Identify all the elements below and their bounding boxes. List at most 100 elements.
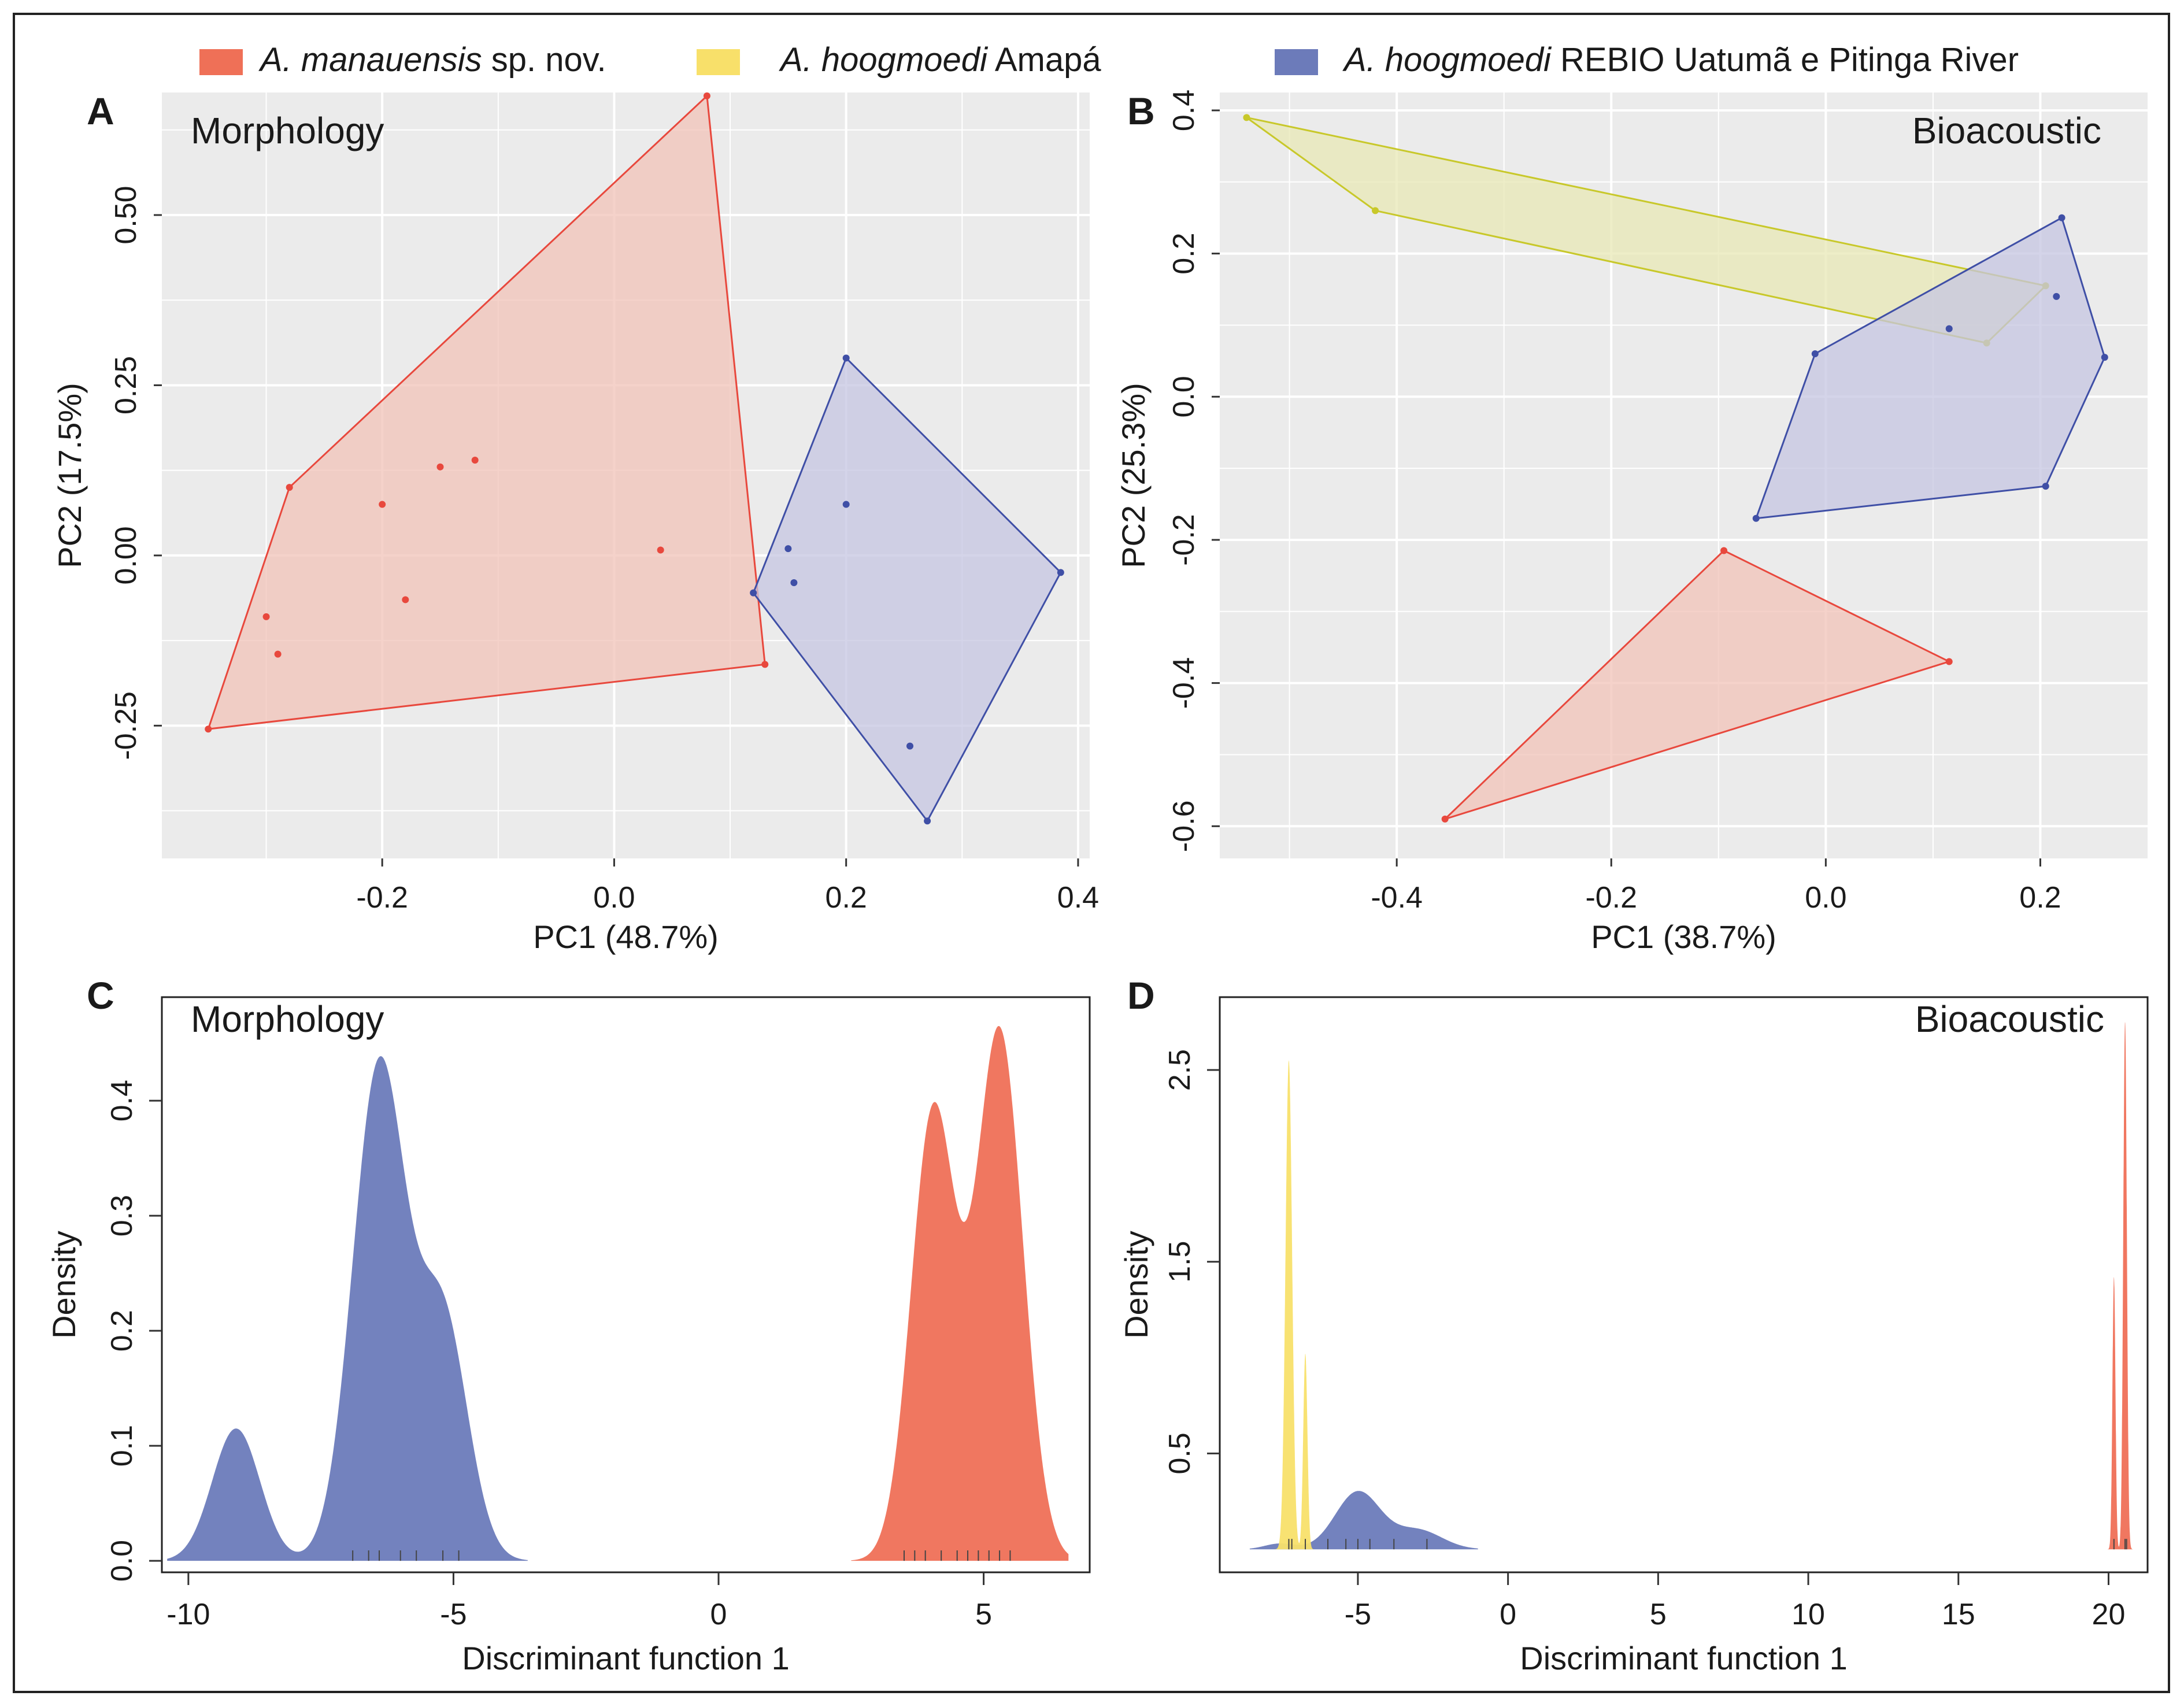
- point-red: [379, 501, 386, 508]
- chart-d-ylabel: Density: [1118, 1231, 1154, 1339]
- chart-c-morphology-density: -10 -5 0 5 0.0 0.1 0.2 0.3 0.4 Morphology Discri…: [46, 996, 1091, 1676]
- x-tick-label: -5: [440, 1598, 467, 1631]
- y-tick-label: 0.5: [1163, 1432, 1197, 1474]
- chart-d-title: Bioacoustic: [1915, 998, 2104, 1040]
- panel-letter-c: C: [87, 974, 114, 1017]
- legend-label-yellow: A. hoogmoedi Amapá: [779, 41, 1101, 79]
- panel-letter-d: D: [1127, 974, 1155, 1017]
- point-red: [274, 650, 282, 658]
- point-red: [262, 613, 270, 620]
- point-yellow: [1372, 207, 1379, 214]
- y-tick-label: 0.3: [105, 1195, 139, 1236]
- chart-a-title: Morphology: [191, 110, 384, 151]
- x-tick-label: 0.2: [826, 881, 867, 914]
- point-blue: [1057, 569, 1064, 576]
- point-red: [402, 596, 409, 603]
- y-tick-label: 0.50: [109, 186, 143, 244]
- y-tick-label: 0.0: [1167, 376, 1201, 417]
- chart-c-marks: [167, 1026, 1069, 1561]
- density-red: [851, 1026, 1069, 1561]
- y-tick-label: 2.5: [1163, 1049, 1197, 1091]
- legend-label-red: A. manauensis sp. nov.: [258, 41, 606, 79]
- point-blue: [906, 742, 914, 750]
- point-red: [761, 661, 769, 668]
- point-blue: [1811, 350, 1819, 357]
- chart-d-ticks: -5 0 5 10 15 20 0.5 1.5 2.5: [1163, 1049, 2125, 1631]
- y-tick-label: 0.1: [105, 1425, 139, 1467]
- y-tick-label: 0.2: [105, 1310, 139, 1351]
- chart-b-ylabel: PC2 (25.3%): [1115, 383, 1152, 568]
- panel-letter-b: B: [1127, 90, 1155, 132]
- point-blue: [784, 545, 792, 553]
- x-tick-label: -0.2: [1585, 881, 1637, 914]
- point-blue: [750, 589, 757, 597]
- y-tick-label: 0.4: [105, 1080, 139, 1121]
- density-red: [2105, 1022, 2136, 1550]
- x-tick-label: 0.0: [593, 881, 635, 914]
- legend: A. manauensis sp. nov. A. hoogmoedi Amap…: [199, 41, 2019, 79]
- y-tick-label: 0.00: [109, 526, 143, 584]
- x-tick-label: -0.4: [1371, 881, 1423, 914]
- chart-c-title: Morphology: [191, 998, 384, 1040]
- chart-a-ticks: -0.2 0.0 0.2 0.4 -0.25 0.00 0.25 0.50: [109, 186, 1099, 914]
- point-blue: [790, 579, 798, 586]
- x-tick-label: 0: [1500, 1598, 1516, 1631]
- x-tick-label: 0: [710, 1598, 727, 1631]
- chart-d-plot-area: [1219, 996, 2149, 1573]
- legend-label-blue: A. hoogmoedi REBIO Uatumã e Pitinga Rive…: [1342, 41, 2019, 79]
- point-red: [1441, 815, 1449, 823]
- chart-b-ticks: -0.4 -0.2 0.0 0.2 -0.6 -0.4 -0.2 0.0 0.2 0.4: [1167, 90, 2061, 914]
- y-tick-label: -0.4: [1167, 657, 1201, 709]
- x-tick-label: 15: [1942, 1598, 1975, 1631]
- point-red: [205, 725, 212, 733]
- y-tick-label: -0.25: [109, 691, 143, 760]
- hull-blue: [1754, 216, 2106, 520]
- y-tick-label: 0.4: [1167, 90, 1201, 131]
- x-tick-label: 20: [2092, 1598, 2126, 1631]
- point-blue: [2053, 292, 2060, 300]
- y-tick-label: 0.2: [1167, 232, 1201, 274]
- figure-frame: [13, 13, 2170, 1693]
- point-red: [1720, 547, 1728, 554]
- point-blue: [842, 354, 850, 362]
- x-tick-label: -5: [1345, 1598, 1371, 1631]
- legend-swatch-blue: [1275, 49, 1318, 75]
- x-tick-label: 0.0: [1805, 881, 1846, 914]
- y-tick-label: 0.0: [105, 1540, 139, 1582]
- point-red: [703, 92, 710, 99]
- chart-b-bioacoustic-pca: -0.4 -0.2 0.0 0.2 -0.6 -0.4 -0.2 0.0 0.2 0.4 Bioa…: [1115, 90, 2148, 955]
- point-blue: [924, 817, 931, 825]
- point-blue: [1945, 325, 1953, 332]
- point-red: [657, 546, 664, 554]
- point-red: [436, 463, 444, 471]
- y-tick-label: 1.5: [1163, 1241, 1197, 1283]
- density-blue: [167, 1056, 528, 1561]
- point-blue: [2058, 214, 2065, 221]
- x-tick-label: 5: [975, 1598, 992, 1631]
- chart-d-bioacoustic-density: -5 0 5 10 15 20 0.5 1.5 2.5 Bioacoustic Discrimi…: [1118, 996, 2149, 1676]
- chart-a-marks: [205, 92, 1064, 825]
- chart-a-xlabel: PC1 (48.7%): [533, 919, 719, 955]
- point-red: [1945, 658, 1953, 665]
- point-blue: [2101, 354, 2108, 361]
- x-tick-label: 0.4: [1057, 881, 1099, 914]
- chart-d-marks: [1249, 1022, 2136, 1550]
- point-blue: [1752, 514, 1760, 522]
- legend-swatch-yellow: [697, 49, 740, 75]
- x-tick-label: -0.2: [356, 881, 408, 914]
- x-tick-label: 0.2: [2019, 881, 2061, 914]
- point-red: [286, 484, 293, 491]
- legend-swatch-red: [199, 49, 243, 75]
- y-tick-label: 0.25: [109, 356, 143, 414]
- chart-b-xlabel: PC1 (38.7%): [1591, 919, 1776, 955]
- density-blue: [1249, 1491, 1478, 1550]
- x-tick-label: -10: [166, 1598, 210, 1631]
- chart-d-xlabel: Discriminant function 1: [1520, 1640, 1847, 1676]
- density-yellow: [1271, 1060, 1316, 1550]
- y-tick-label: -0.2: [1167, 514, 1201, 566]
- point-yellow: [1243, 114, 1250, 121]
- hull-red: [1444, 549, 1952, 820]
- chart-a-ylabel: PC2 (17.5%): [51, 383, 88, 568]
- point-red: [471, 457, 479, 464]
